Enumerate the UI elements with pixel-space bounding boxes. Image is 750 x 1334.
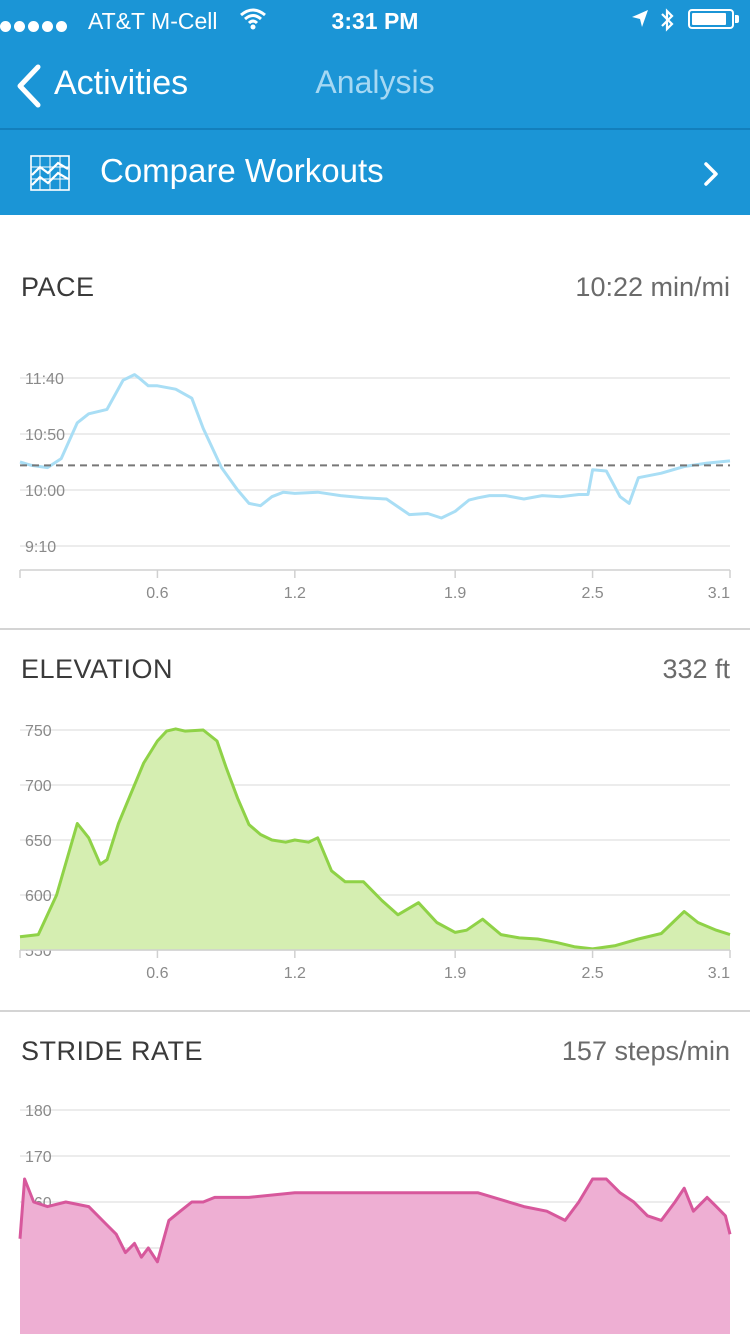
x-tick-label: 2.5 — [581, 965, 603, 982]
bluetooth-icon — [659, 8, 675, 38]
series-area — [20, 728, 730, 950]
status-bar: AT&T M-Cell 3:31 PM — [0, 0, 750, 40]
y-tick-label: 9:10 — [25, 539, 56, 556]
header: AT&T M-Cell 3:31 PM Activities Analysis — [0, 0, 750, 215]
y-tick-label: 10:00 — [25, 483, 65, 500]
x-tick-label: 1.9 — [444, 965, 466, 982]
page-title: Analysis — [315, 64, 435, 100]
compare-workouts-row[interactable]: Compare Workouts — [0, 130, 750, 215]
x-tick-label: 3.1 — [708, 965, 730, 982]
x-tick-label: 1.2 — [284, 965, 306, 982]
back-button-label: Activities — [54, 64, 189, 102]
chevron-right-icon — [703, 162, 719, 191]
wifi-icon — [240, 8, 266, 36]
section-divider — [0, 628, 750, 630]
pace-chart: 11:40 10:50 10:00 9:10 0.6 1.2 1.9 2.5 3.1 — [19, 371, 731, 602]
compare-workouts-label: Compare Workouts — [100, 152, 384, 189]
section-divider — [0, 1010, 750, 1012]
series-line — [18, 1177, 732, 1264]
y-tick-label: 750 — [25, 723, 52, 740]
series-area — [20, 1179, 730, 1334]
elevation-title: ELEVATION — [21, 654, 174, 684]
y-tick-label: 700 — [25, 778, 52, 795]
stride-title: STRIDE RATE — [21, 1036, 204, 1066]
y-tick-label: 600 — [25, 888, 52, 905]
y-tick-label: 170 — [25, 1149, 52, 1166]
x-tick-label: 0.6 — [146, 585, 168, 602]
clock: 3:31 PM — [331, 8, 419, 34]
chart-grid-icon — [30, 155, 70, 196]
pace-title: PACE — [21, 272, 95, 302]
battery-tip — [735, 15, 739, 23]
y-tick-label: 11:40 — [25, 371, 64, 388]
series-line — [19, 727, 731, 951]
y-tick-label: 650 — [25, 833, 52, 850]
battery-icon — [688, 9, 734, 29]
x-tick-label: 1.9 — [444, 585, 466, 602]
pace-value: 10:22 min/mi — [575, 272, 730, 302]
x-tick-label: 1.2 — [284, 585, 306, 602]
stride-rate-chart: 180170160150140 — [18, 1103, 732, 1334]
y-tick-label: 10:50 — [25, 427, 65, 444]
stride-value: 157 steps/min — [561, 1036, 730, 1066]
location-arrow-icon — [630, 8, 650, 36]
header-divider — [0, 128, 750, 130]
navigation-bar: Activities Analysis — [0, 40, 750, 128]
carrier-name: AT&T M-Cell — [88, 8, 218, 34]
series-line — [19, 373, 731, 520]
x-tick-label: 0.6 — [146, 965, 168, 982]
x-tick-label: 3.1 — [708, 585, 730, 602]
y-tick-label: 180 — [25, 1103, 52, 1120]
x-tick-label: 2.5 — [581, 585, 603, 602]
signal-strength-icon — [0, 11, 70, 38]
elevation-value: 332 ft — [662, 654, 730, 684]
chevron-left-icon — [16, 64, 42, 113]
